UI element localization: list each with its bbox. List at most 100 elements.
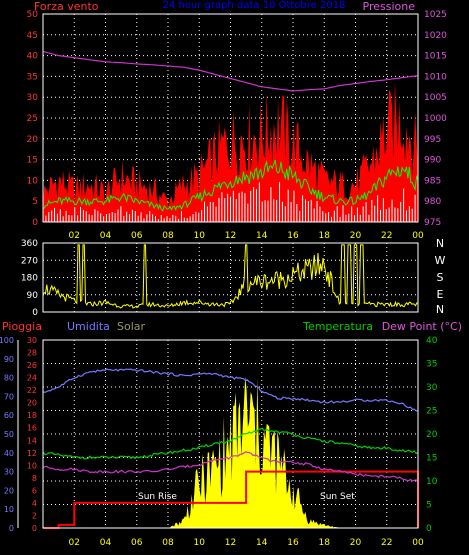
- dewpoint-line: [42, 451, 419, 483]
- solar-axis-title: Solar: [117, 320, 146, 333]
- x-tick-label: 00: [412, 538, 424, 548]
- x-tick-label: 06: [131, 538, 143, 548]
- temperature-y-tick: 25: [426, 407, 437, 417]
- rain-y-tick: 6: [32, 486, 37, 495]
- x-tick-label: 06: [131, 231, 143, 241]
- x-tick-label: 02: [69, 231, 80, 241]
- wind-y-tick: 15: [27, 156, 38, 166]
- plot-frame: [42, 339, 419, 529]
- pressure-y-tick: 985: [424, 176, 441, 186]
- rain-y-tick: 0: [32, 524, 37, 533]
- temperature-line: [42, 427, 419, 460]
- rain-axis-title: Pioggia: [2, 320, 42, 333]
- rain-y-tick: 20: [27, 399, 37, 408]
- temperature-y-tick: 40: [426, 336, 438, 346]
- wind-pressure-panel: 0510152025303540455097598098599099510001…: [27, 10, 448, 241]
- wind-y-tick: 5: [32, 197, 38, 207]
- direction-y-tick: 270: [21, 256, 38, 266]
- x-tick-label: 16: [287, 231, 299, 241]
- x-tick-label: 20: [350, 231, 362, 241]
- rain-y-tick: 12: [27, 449, 37, 458]
- temperature-panel: 0102030405060708090100024681012141618202…: [0, 336, 438, 548]
- pressure-y-tick: 1015: [424, 52, 447, 62]
- wind-y-tick: 40: [27, 52, 39, 62]
- humidity-y-tick: 100: [0, 336, 14, 345]
- compass-letter: N: [436, 237, 444, 250]
- rain-y-tick: 10: [27, 461, 37, 470]
- x-tick-label: 02: [69, 538, 80, 548]
- direction-letters: N W S E N: [435, 237, 446, 316]
- rain-y-tick: 14: [27, 436, 37, 445]
- direction-y-tick: 0: [32, 308, 38, 318]
- chart-title: 24 hour graph data 10 Ottobre 2018: [163, 0, 346, 11]
- direction-y-tick: 180: [21, 274, 38, 284]
- humidity-y-tick: 90: [4, 355, 14, 364]
- pressure-y-tick: 1025: [424, 10, 447, 20]
- humidity-line: [42, 368, 419, 412]
- wind-gust-area: [43, 81, 418, 222]
- temperature-y-tick: 20: [426, 430, 438, 440]
- rain-y-tick: 18: [27, 411, 37, 420]
- x-tick-label: 14: [256, 231, 268, 241]
- x-tick-label: 10: [194, 231, 206, 241]
- wind-y-tick: 30: [27, 93, 39, 103]
- x-tick-label: 10: [194, 538, 206, 548]
- rain-y-tick: 4: [32, 499, 37, 508]
- plot-frame: [42, 13, 419, 223]
- wind-y-tick: 25: [27, 114, 38, 124]
- pressure-y-tick: 975: [424, 218, 441, 228]
- wind-direction-panel: 0 90 180 270 360: [21, 239, 419, 318]
- compass-letter: N: [436, 303, 444, 316]
- wind-y-tick: 50: [27, 10, 39, 20]
- rain-y-tick: 30: [27, 336, 37, 345]
- x-tick-label: 12: [225, 538, 236, 548]
- rain-y-tick: 28: [27, 349, 37, 358]
- pressure-y-tick: 1010: [424, 72, 447, 82]
- temperature-y-tick: 30: [426, 383, 438, 393]
- humidity-y-tick: 40: [4, 449, 14, 458]
- wind-y-tick: 20: [27, 135, 39, 145]
- rain-line: [43, 470, 419, 529]
- x-tick-label: 22: [381, 231, 392, 241]
- rain-y-tick: 2: [32, 511, 37, 520]
- wind-y-tick: 0: [32, 218, 38, 228]
- pressure-axis-title: Pressione: [363, 0, 416, 13]
- pressure-y-tick: 1000: [424, 114, 447, 124]
- wind-average-line: [42, 159, 419, 212]
- x-tick-label: 16: [287, 538, 299, 548]
- pressure-y-tick: 995: [424, 135, 441, 145]
- wind-y-tick: 45: [27, 31, 38, 41]
- pressure-y-tick: 1020: [424, 31, 447, 41]
- sunset-label: Sun Set: [320, 492, 355, 502]
- x-tick-label: 04: [100, 231, 112, 241]
- pressure-y-tick: 980: [424, 197, 441, 207]
- temperature-y-tick: 15: [426, 454, 437, 464]
- humidity-y-tick: 50: [4, 430, 14, 439]
- x-tick-label: 18: [319, 231, 331, 241]
- wind-y-tick: 35: [27, 72, 38, 82]
- rain-y-tick: 8: [32, 474, 37, 483]
- humidity-y-tick: 20: [4, 486, 14, 495]
- compass-letter: E: [437, 288, 444, 301]
- humidity-axis-title: Umidita: [67, 320, 110, 333]
- x-tick-label: 18: [319, 538, 331, 548]
- dewpoint-axis-title: Dew Point (°C): [382, 320, 462, 333]
- temperature-y-tick: 35: [426, 360, 437, 370]
- humidity-y-tick: 10: [4, 505, 14, 514]
- x-tick-label: 20: [350, 538, 362, 548]
- x-tick-label: 00: [412, 231, 424, 241]
- x-tick-label: 12: [225, 231, 236, 241]
- humidity-y-tick: 80: [4, 374, 14, 383]
- rain-y-tick: 26: [27, 361, 37, 370]
- plot-frame: [42, 242, 419, 313]
- humidity-y-tick: 0: [9, 524, 14, 533]
- direction-line: [42, 244, 419, 309]
- x-tick-label: 08: [162, 538, 174, 548]
- rain-y-tick: 16: [27, 424, 37, 433]
- direction-y-tick: 360: [21, 239, 38, 249]
- solar-area: [43, 376, 418, 528]
- temperature-y-tick: 10: [426, 477, 438, 487]
- x-tick-label: 22: [381, 538, 392, 548]
- temperature-axis-title: Temperatura: [302, 320, 373, 333]
- pressure-y-tick: 990: [424, 156, 441, 166]
